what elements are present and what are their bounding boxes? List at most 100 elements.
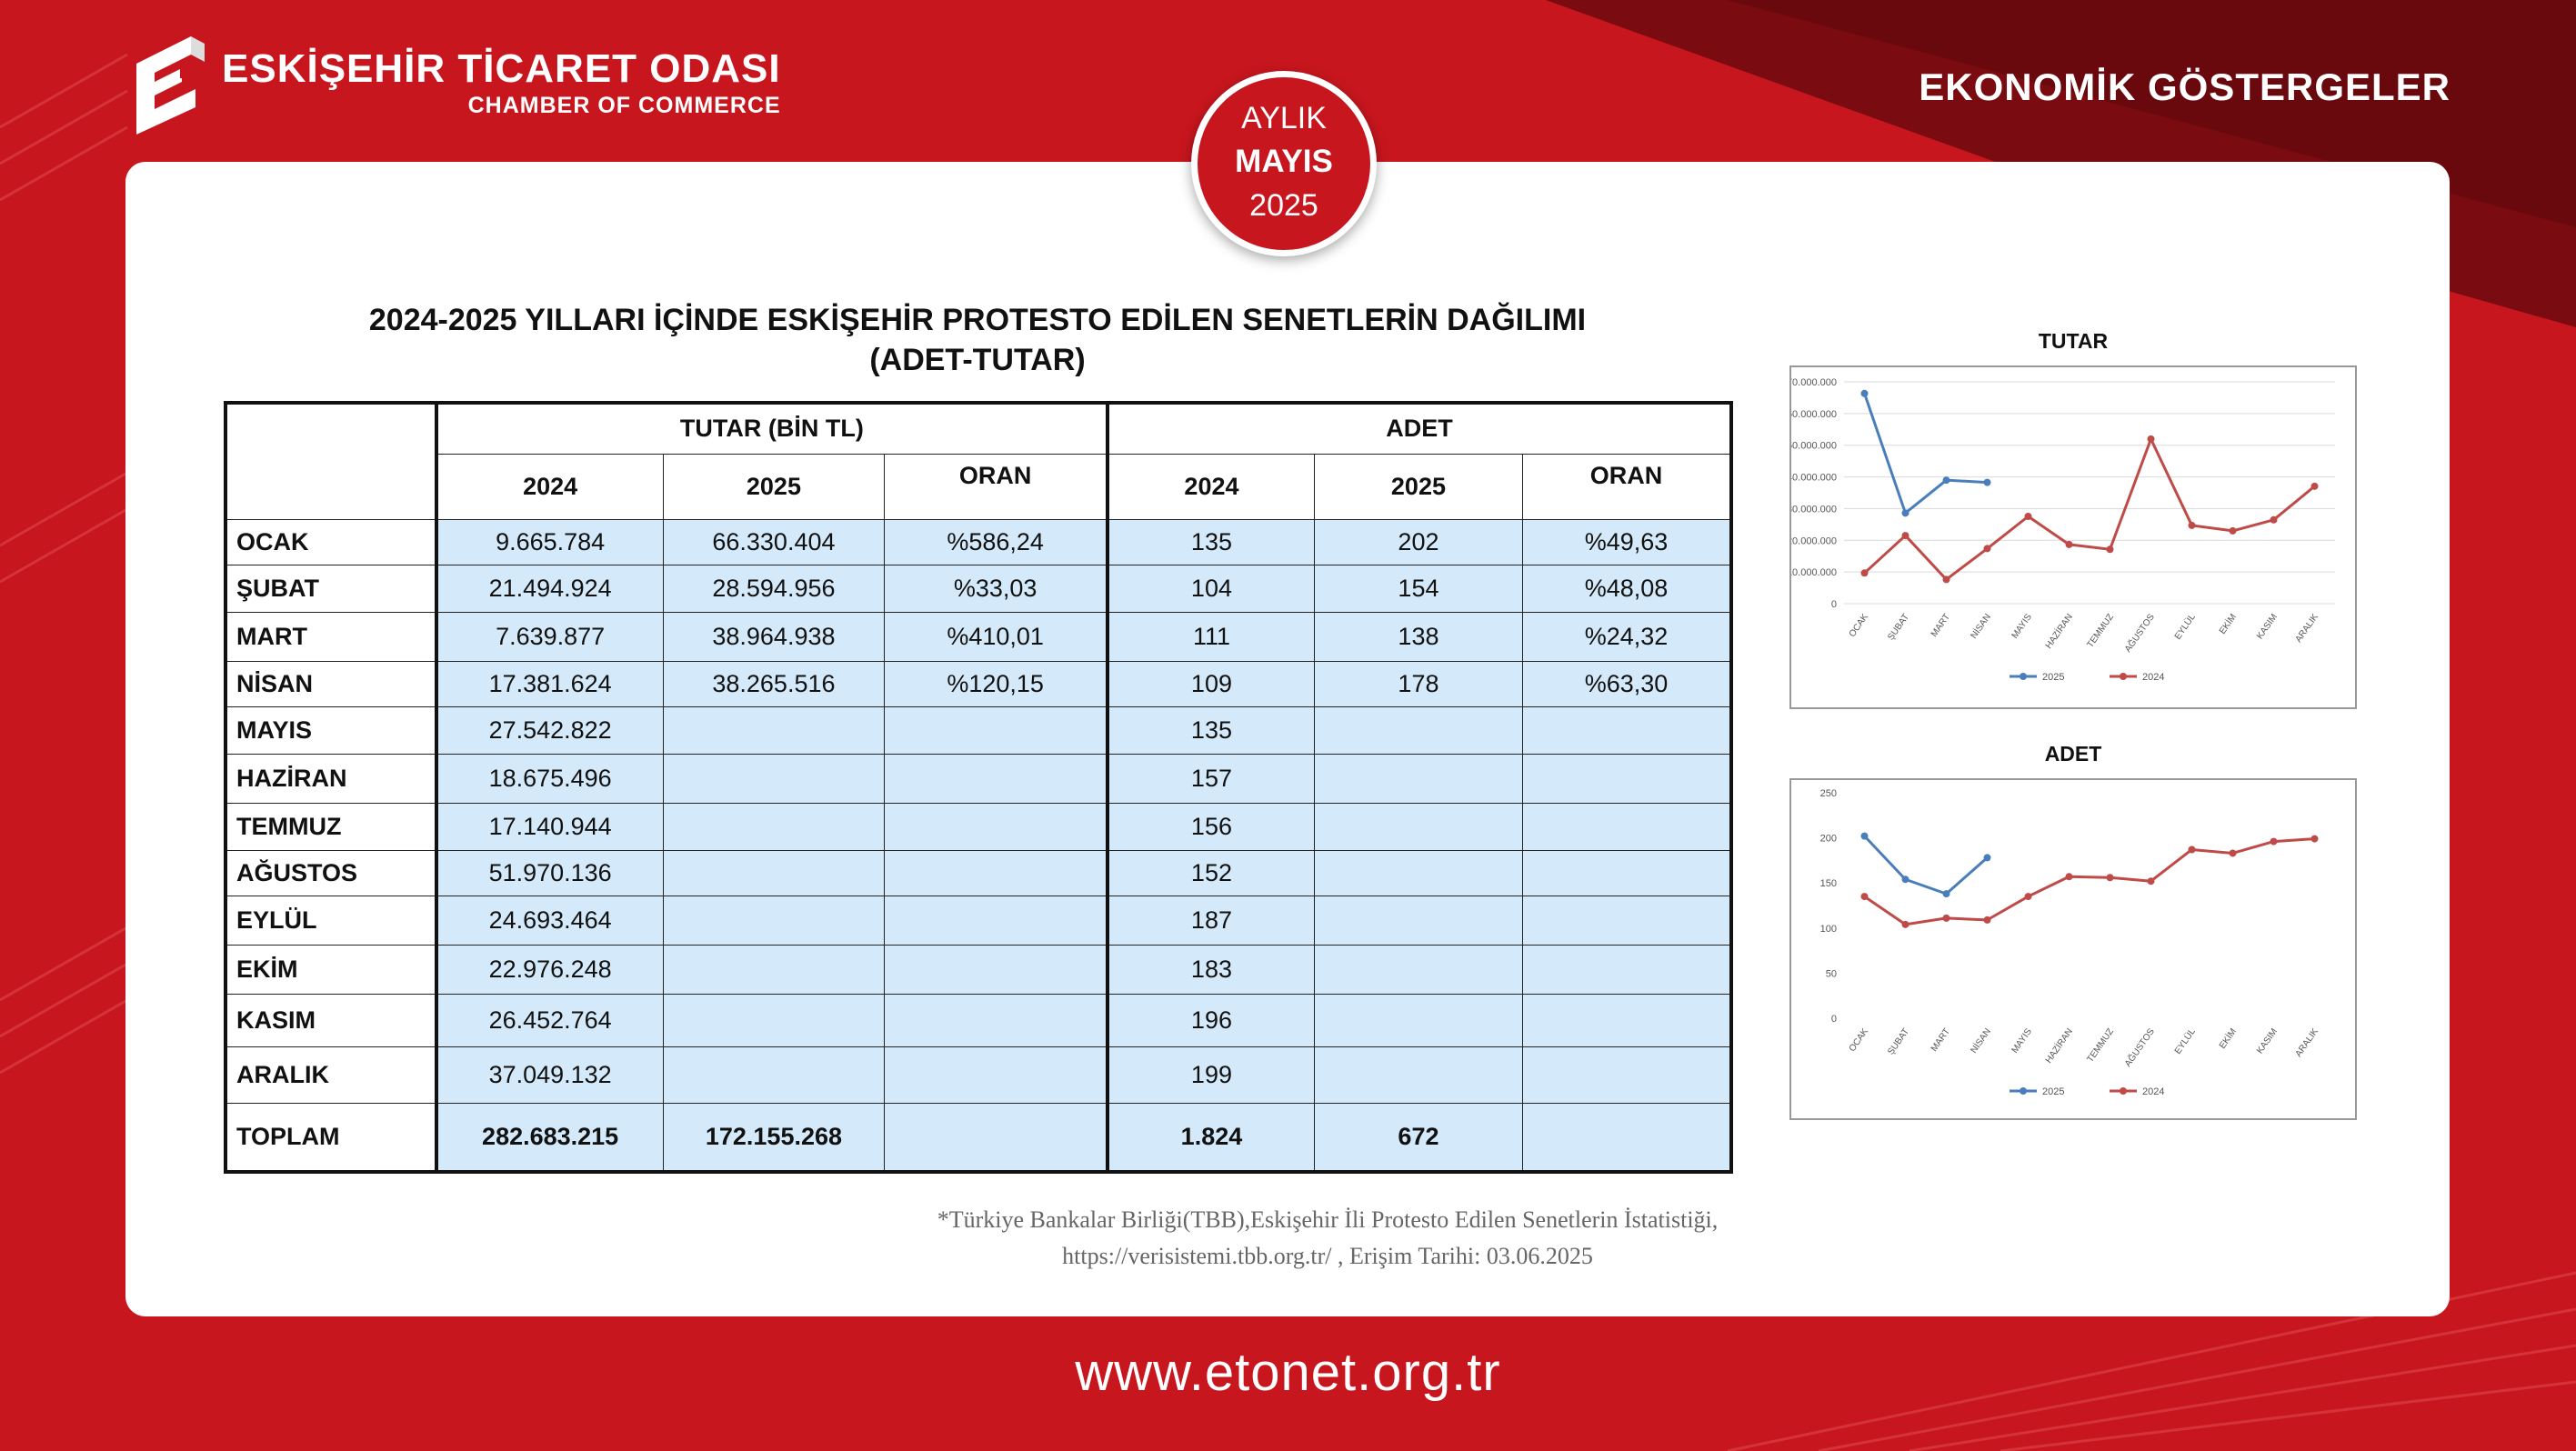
cell-t2024: 27.542.822 — [436, 705, 664, 755]
col-header-adet-2024: 2024 — [1106, 453, 1315, 520]
cell-t2025 — [662, 705, 886, 755]
cell-toran — [884, 705, 1108, 755]
cell-t2024: 17.140.944 — [436, 802, 664, 851]
data-table: TUTAR (BİN TL) ADET 2024 2025 ORAN 2024 … — [224, 401, 1734, 1174]
chart-tutar-title: TUTAR — [2038, 329, 2109, 353]
table-row: KASIM 26.452.764 196 — [224, 993, 1734, 1047]
x-tick-label: MAYIS — [2010, 612, 2035, 640]
y-tick-label: 150 — [1820, 878, 1837, 889]
cell-t2024: 18.675.496 — [436, 753, 664, 804]
cell-t2024: 51.970.136 — [436, 849, 664, 896]
legend-marker-2024 — [2120, 673, 2127, 680]
cell-aoran — [1522, 1046, 1734, 1104]
cell-a2024: 135 — [1106, 518, 1315, 565]
y-tick-label: 50.000.000 — [1791, 441, 1837, 452]
y-tick-label: 30.000.000 — [1791, 504, 1837, 515]
x-tick-label: HAZİRAN — [2042, 611, 2075, 650]
row-month-label: EKİM — [224, 944, 438, 995]
x-tick-label: TEMMUZ — [2085, 1026, 2116, 1064]
data-point-2024 — [1901, 532, 1909, 540]
data-point-2024 — [2147, 877, 2155, 886]
data-point-2024 — [2106, 545, 2114, 554]
cell-a2025 — [1313, 802, 1524, 851]
col-header-adet-2025: 2025 — [1313, 453, 1524, 520]
cell-t2024: 24.693.464 — [436, 895, 664, 946]
col-header-tutar-oran: ORAN — [884, 453, 1108, 520]
col-header-tutar-2024: 2024 — [436, 453, 664, 520]
chart-tutar-svg: 0 10.000.000 20.000.000 30.000.000 40.000.00… — [1791, 377, 2335, 683]
row-month-label: ARALIK — [224, 1046, 438, 1104]
website-link[interactable]: www.etonet.org.tr — [1075, 1343, 1501, 1402]
cell-toran — [884, 1046, 1108, 1104]
series-line-2024 — [1863, 837, 2315, 926]
data-point-2024 — [1983, 916, 1991, 924]
cell-a2025 — [1313, 849, 1524, 896]
table-row: AĞUSTOS 51.970.136 152 — [224, 849, 1734, 896]
row-month-label: HAZİRAN — [224, 753, 438, 804]
cell-t2025: 38.964.938 — [662, 611, 886, 662]
data-point-2024 — [2270, 837, 2278, 846]
cell-toran — [884, 753, 1108, 804]
table-row: HAZİRAN 18.675.496 157 — [224, 753, 1734, 804]
cell-a2024: 199 — [1106, 1046, 1315, 1104]
cell-a2024: 156 — [1106, 802, 1315, 851]
badge-month: MAYIS — [1235, 144, 1333, 179]
table-title: 2024-2025 YILLARI İÇİNDE ESKİŞEHİR PROTE… — [273, 300, 1682, 380]
total-a2024: 1.824 — [1106, 1102, 1315, 1174]
x-tick-label: EKİM — [2216, 1026, 2239, 1050]
cell-a2024: 104 — [1106, 564, 1315, 613]
cell-a2024: 152 — [1106, 849, 1315, 896]
org-logo[interactable]: ESKİŞEHİR TİCARET ODASI CHAMBER OF COMME… — [127, 27, 781, 136]
cell-toran — [884, 944, 1108, 995]
y-tick-label: 200 — [1820, 834, 1837, 845]
footnote-line2[interactable]: https://verisistemi.tbb.org.tr/ , Erişim… — [1062, 1243, 1593, 1269]
y-tick-label: 250 — [1820, 788, 1837, 799]
chart-adet-title: ADET — [2044, 742, 2102, 766]
cell-toran: %586,24 — [884, 518, 1108, 565]
cell-a2025: 138 — [1313, 611, 1524, 662]
table-row: MAYIS 27.542.822 135 — [224, 705, 1734, 755]
row-month-label: AĞUSTOS — [224, 849, 438, 896]
cell-aoran — [1522, 895, 1734, 946]
x-tick-label: NİSAN — [1968, 611, 1993, 640]
cell-t2024: 21.494.924 — [436, 564, 664, 613]
cell-toran: %410,01 — [884, 611, 1108, 662]
source-footnote: *Türkiye Bankalar Birliği(TBB),Eskişehir… — [773, 1202, 1882, 1275]
cell-aoran: %24,32 — [1522, 611, 1734, 662]
legend-label-2025: 2025 — [2042, 672, 2064, 683]
total-a2025: 672 — [1313, 1102, 1524, 1174]
group-header-adet: ADET — [1106, 401, 1733, 455]
table-title-line2: (ADET-TUTAR) — [869, 343, 1086, 377]
col-header-adet-oran: ORAN — [1522, 453, 1734, 520]
data-point-2025 — [1942, 890, 1950, 898]
x-tick-label: KASIM — [2255, 1026, 2280, 1056]
x-tick-label: MART — [1929, 1026, 1952, 1053]
row-month-label: OCAK — [224, 518, 438, 565]
data-point-2024 — [1942, 575, 1950, 584]
cell-toran: %120,15 — [884, 660, 1108, 707]
cell-a2025 — [1313, 1046, 1524, 1104]
row-month-label: EYLÜL — [224, 895, 438, 946]
y-tick-label: 70.000.000 — [1791, 377, 1837, 388]
x-tick-label: OCAK — [1848, 1026, 1870, 1054]
total-row: TOPLAM 282.683.215 172.155.268 1.824 672 — [224, 1102, 1734, 1174]
data-point-2024 — [2310, 482, 2319, 490]
cell-toran — [884, 849, 1108, 896]
table-row: MART 7.639.877 38.964.938 %410,01 111 138 %24,… — [224, 611, 1734, 662]
data-point-2024 — [2310, 835, 2319, 843]
data-point-2025 — [1860, 832, 1869, 840]
data-point-2024 — [1901, 920, 1909, 928]
cell-aoran: %63,30 — [1522, 660, 1734, 707]
data-point-2025 — [1983, 478, 1991, 486]
cell-a2024: 183 — [1106, 944, 1315, 995]
cell-aoran — [1522, 802, 1734, 851]
cell-t2025 — [662, 944, 886, 995]
x-tick-label: HAZİRAN — [2042, 1026, 2075, 1065]
legend-label-2025: 2025 — [2042, 1086, 2064, 1097]
row-month-label: NİSAN — [224, 660, 438, 707]
data-point-2024 — [2024, 512, 2032, 520]
cell-t2024: 7.639.877 — [436, 611, 664, 662]
total-t2025: 172.155.268 — [662, 1102, 886, 1174]
y-tick-label: 40.000.000 — [1791, 473, 1837, 484]
chart-adet-svg: 0 50 100 150 200 250 OCAK ŞUBAT MART NİSAN MAYIS HA… — [1820, 788, 2321, 1097]
